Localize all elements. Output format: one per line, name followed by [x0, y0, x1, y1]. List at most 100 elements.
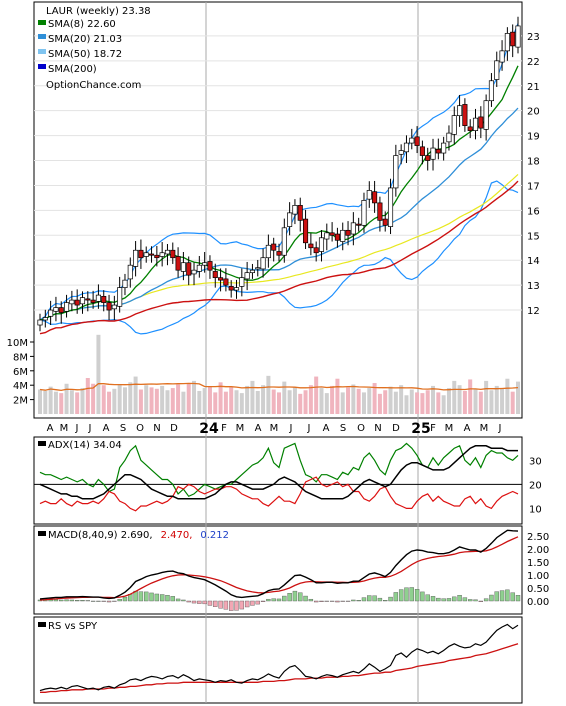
volume-bar [176, 384, 181, 414]
candle-body [499, 50, 505, 63]
volume-bar [361, 392, 366, 414]
volume-bar [494, 385, 499, 414]
volume-bar [75, 392, 80, 414]
macd-histogram-bar [117, 598, 122, 602]
macd-histogram-bar [213, 600, 218, 607]
volume-bar [415, 392, 420, 414]
macd-histogram-bar [452, 596, 457, 602]
x-tick-label: M [236, 423, 245, 434]
macd-histogram-bar [106, 600, 112, 603]
x-tick-label: A [47, 423, 54, 434]
macd-signal-line [39, 536, 519, 601]
macd-histogram-bar [499, 590, 505, 602]
volume-bar [282, 381, 287, 414]
macd-histogram-bar [64, 599, 69, 602]
volume-bar [107, 391, 112, 414]
volume-bar [229, 387, 234, 414]
macd-tick-label: 0.00 [527, 597, 549, 608]
macd-histogram-bar [59, 599, 64, 602]
macd-histogram-bar [170, 596, 175, 602]
volume-tick-label: 2M [13, 396, 28, 407]
macd-hist-value: 0.212 [200, 530, 229, 541]
volume-bar [367, 388, 372, 414]
macd-histogram-bar [367, 595, 372, 602]
volume-bar [101, 385, 106, 414]
candle-body [356, 223, 362, 226]
macd-histogram-bar [313, 600, 319, 603]
volume-bar [85, 378, 90, 414]
macd-histogram-bar [244, 600, 250, 608]
volume-bar [484, 380, 489, 414]
macd-histogram-bar [53, 599, 59, 602]
volume-bar [452, 380, 457, 414]
macd-histogram-bar [409, 587, 414, 602]
volume-bar [170, 388, 175, 414]
macd-histogram-bar [260, 600, 266, 602]
macd-histogram-bar [351, 599, 356, 602]
volume-tick-label: 4M [13, 381, 28, 392]
macd-histogram-bar [191, 600, 197, 604]
plus-di-line [39, 442, 519, 498]
candle-body [106, 302, 112, 311]
volume-bar [149, 387, 154, 414]
candle-body [233, 287, 240, 291]
candle-body [95, 294, 101, 302]
minus-di-line [39, 476, 519, 512]
macd-histogram-bar [329, 600, 335, 602]
candle-body [260, 257, 266, 270]
macd-histogram-bar [298, 592, 303, 602]
x-tick-label: A [464, 423, 471, 434]
volume-bar [239, 393, 244, 414]
watermark: OptionChance.com [46, 80, 141, 91]
macd-histogram-bar [266, 598, 271, 602]
price-tick-label: 13 [527, 281, 540, 292]
x-tick-label: S [340, 423, 346, 434]
legend-swatch-sma8 [38, 20, 46, 25]
volume-bar [64, 383, 69, 414]
volume-bar [478, 391, 483, 414]
macd-histogram-bar [69, 599, 75, 602]
volume-bar [181, 391, 186, 414]
volume-bar [223, 391, 228, 414]
x-tick-label: M [60, 423, 69, 434]
volume-bar [457, 385, 462, 414]
candle-body [175, 256, 181, 271]
macd-histogram-bar [101, 600, 106, 602]
candle-body [488, 80, 494, 102]
candle-body [361, 200, 367, 226]
macd-tick-label: 2.50 [527, 532, 549, 543]
macd-histogram-bar [340, 600, 345, 602]
candle-body [212, 271, 218, 279]
candle-body [170, 249, 176, 259]
macd-histogram-bar [228, 600, 234, 611]
macd-histogram-bar [372, 595, 377, 602]
candle-body [483, 100, 489, 130]
macd-histogram-bar [505, 589, 510, 602]
volume-tick-label: 8M [13, 352, 28, 363]
macd-histogram-bar [207, 600, 213, 606]
volume-bar [138, 389, 143, 414]
volume-bar [489, 390, 494, 414]
candle-body [340, 229, 346, 242]
macd-histogram-bar [393, 592, 399, 602]
candle-body [133, 249, 139, 267]
macd-histogram-bar [144, 591, 149, 602]
x-tick-label: J [498, 423, 502, 434]
macd-histogram-bar [202, 600, 207, 605]
candle-body [515, 25, 521, 48]
volume-bar [319, 388, 324, 414]
macd-histogram-bar [271, 598, 276, 602]
legend-swatch-sma20 [38, 34, 46, 39]
legend-sma8: SMA(8) 22.60 [48, 19, 116, 30]
macd-panel-frame [33, 525, 523, 615]
macd-histogram-bar [154, 593, 160, 602]
price-tick-label: 16 [527, 206, 540, 217]
volume-bar [330, 385, 335, 414]
price-tick-label: 18 [527, 157, 540, 168]
candle-body [122, 279, 128, 288]
candle-body [441, 142, 447, 154]
volume-bar [277, 392, 281, 414]
x-tick-label: D [392, 423, 400, 434]
volume-bar [234, 390, 239, 414]
volume-bar [436, 392, 441, 414]
